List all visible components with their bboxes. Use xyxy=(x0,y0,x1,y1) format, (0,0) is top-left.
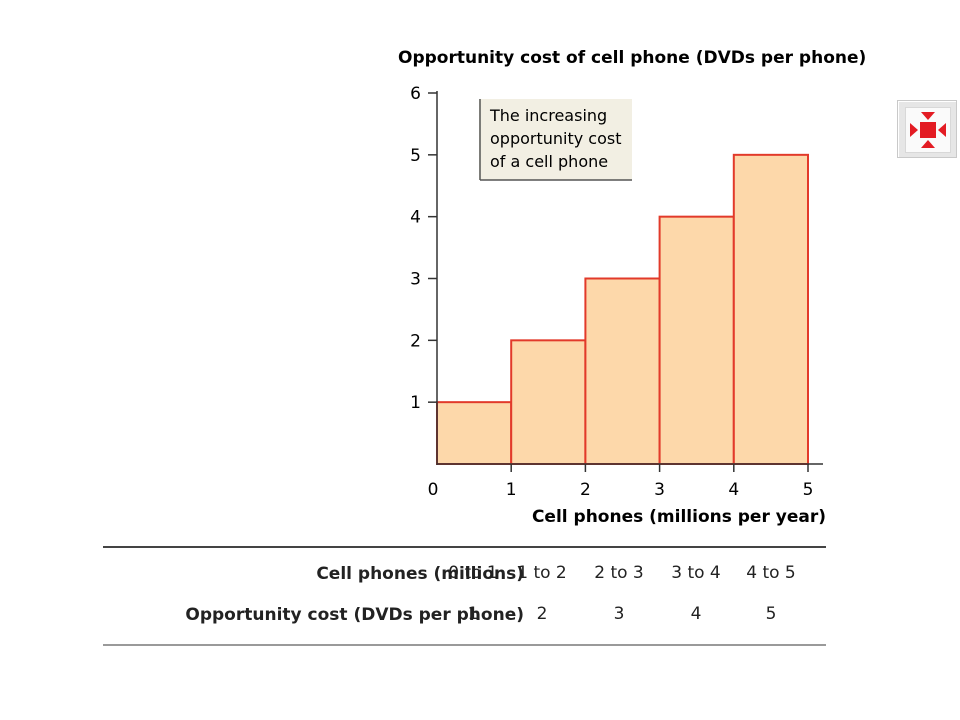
table-cell: 2 xyxy=(536,604,548,624)
x-tick-label: 3 xyxy=(654,480,665,500)
bar-3 xyxy=(584,277,661,465)
table-cell: 4 to 5 xyxy=(746,563,796,583)
bars-group xyxy=(436,153,809,466)
bar-5 xyxy=(732,153,809,465)
row-header-cell-phones: Cell phones (millions) xyxy=(316,564,524,584)
x-tick-label: 4 xyxy=(728,480,739,500)
expand-arrows-icon xyxy=(910,112,946,148)
table-cell: 2 to 3 xyxy=(594,563,644,583)
table-row-opportunity-cost: Opportunity cost (DVDs per phone) 1 2 3 … xyxy=(103,601,826,631)
table-cell: 1 to 2 xyxy=(517,563,567,583)
expand-button[interactable] xyxy=(897,100,957,158)
table-cell: 5 xyxy=(765,604,777,624)
y-tick-label: 2 xyxy=(410,331,421,351)
x-tick-label: 2 xyxy=(580,480,591,500)
table-cell: 1 xyxy=(467,604,479,624)
y-tick-label: 5 xyxy=(410,146,421,166)
ticks-group: 1 2 3 4 5 6 0 1 2 3 4 5 xyxy=(410,84,813,500)
annotation-line-3: of a cell phone xyxy=(490,152,608,171)
x-tick-label: 1 xyxy=(506,480,517,500)
bar-1 xyxy=(436,401,513,465)
expand-button-frame xyxy=(905,107,951,153)
bar-4 xyxy=(658,215,735,465)
x-tick-label: 5 xyxy=(803,480,814,500)
opportunity-cost-table: Cell phones (millions) 0 to 1 1 to 2 2 t… xyxy=(103,546,826,646)
annotation-box: The increasing opportunity cost of a cel… xyxy=(479,99,632,181)
y-tick-label: 3 xyxy=(410,270,421,290)
table-cell: 0 to 1 xyxy=(448,563,498,583)
y-tick-label: 1 xyxy=(410,393,421,413)
row-header-opportunity-cost: Opportunity cost (DVDs per phone) xyxy=(185,605,524,625)
y-tick-label: 4 xyxy=(410,208,421,228)
bar-2 xyxy=(510,339,587,466)
table-row-cell-phones: Cell phones (millions) 0 to 1 1 to 2 2 t… xyxy=(103,560,826,590)
y-tick-label: 6 xyxy=(410,84,421,104)
annotation-background xyxy=(479,99,632,180)
annotation-line-1: The increasing xyxy=(489,106,607,125)
opportunity-cost-chart: Opportunity cost of cell phone (DVDs per… xyxy=(398,48,866,527)
table-cell: 3 xyxy=(613,604,625,624)
y-axis-title: Opportunity cost of cell phone (DVDs per… xyxy=(398,48,866,68)
table-cell: 3 to 4 xyxy=(671,563,721,583)
x-tick-label: 0 xyxy=(428,480,439,500)
x-axis-title: Cell phones (millions per year) xyxy=(532,507,826,527)
annotation-line-2: opportunity cost xyxy=(490,129,622,148)
table-cell: 4 xyxy=(690,604,702,624)
